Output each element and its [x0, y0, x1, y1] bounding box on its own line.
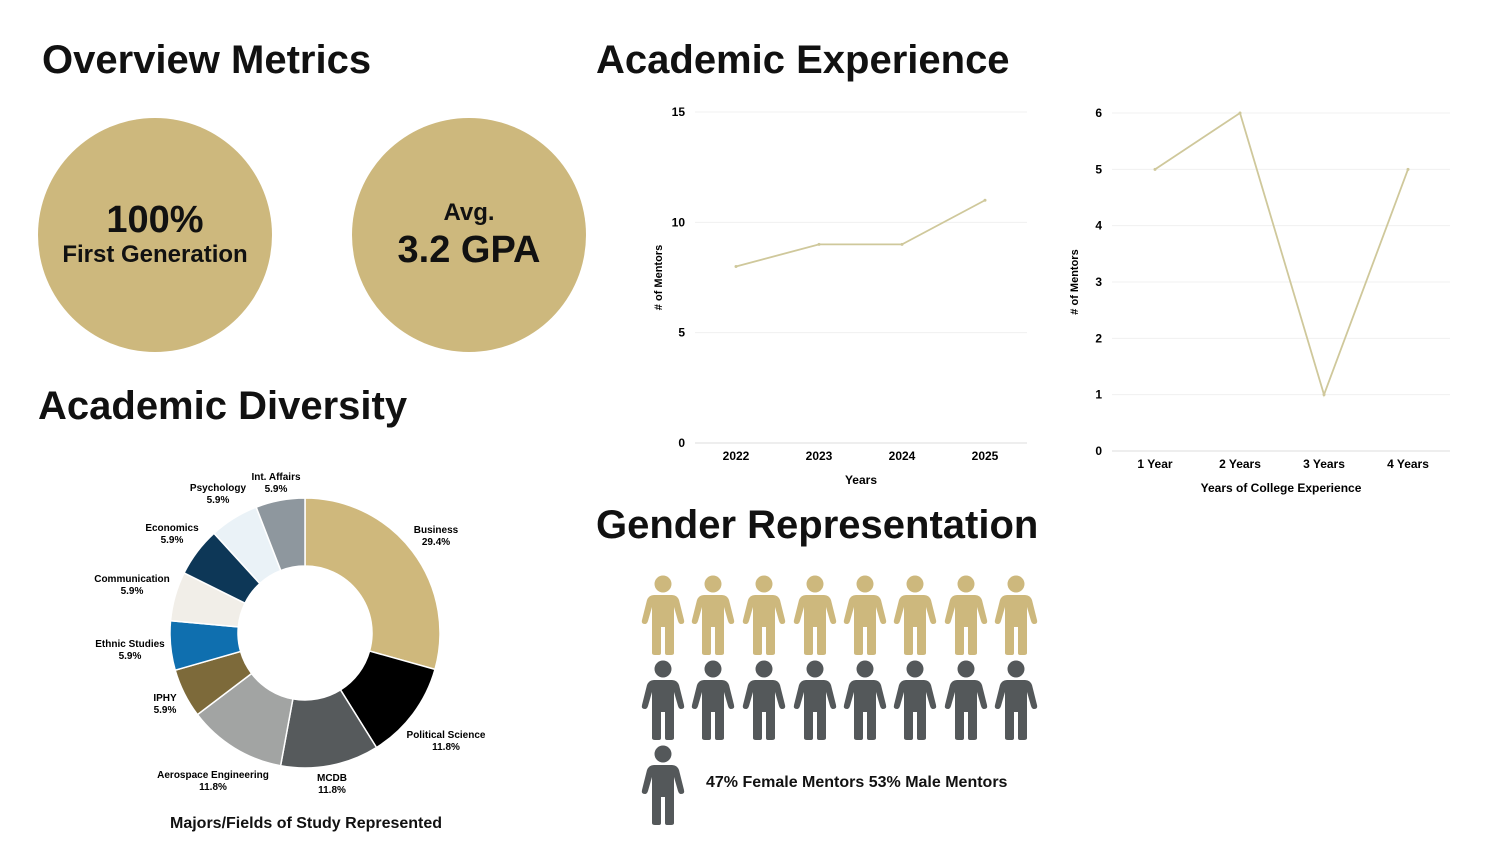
person-icon: [742, 660, 786, 740]
x-tick-label: 4 Years: [1387, 457, 1429, 471]
slice-label: Aerospace Engineering: [157, 770, 269, 781]
slice-label: Ethnic Studies: [95, 639, 165, 650]
x-tick-label: 2 Years: [1219, 457, 1261, 471]
gender-caption: 47% Female Mentors 53% Male Mentors: [706, 774, 1008, 791]
person-icon: [742, 575, 786, 655]
x-tick-label: 2022: [723, 449, 750, 463]
metric-value: 3.2 GPA: [397, 229, 541, 271]
gender-heading: Gender Representation: [596, 503, 1039, 547]
slice-value: 5.9%: [161, 535, 184, 546]
series-line: [735, 199, 986, 268]
data-point: [1153, 167, 1157, 171]
y-tick-label: 1: [1095, 388, 1102, 402]
slice-value: 11.8%: [432, 742, 460, 753]
y-tick-label: 0: [678, 436, 685, 450]
donut-slice: [304, 497, 441, 671]
y-tick-label: 10: [672, 215, 686, 229]
overview-heading: Overview Metrics: [42, 38, 372, 82]
person-icon: [994, 660, 1038, 740]
diversity-heading: Academic Diversity: [38, 384, 408, 428]
slice-label: IPHY: [153, 693, 177, 704]
data-point: [734, 264, 738, 268]
y-tick-label: 6: [1095, 106, 1102, 120]
series-line: [1154, 111, 1409, 398]
slice-label: Business: [414, 525, 459, 536]
slice-value: 29.4%: [422, 537, 450, 548]
y-tick-label: 5: [678, 326, 685, 340]
slice-label: Political Science: [407, 730, 486, 741]
gpa-metric: Avg. 3.2 GPA: [352, 118, 586, 352]
person-icon: [641, 575, 685, 655]
data-point: [817, 242, 821, 246]
y-tick-label: 0: [1095, 444, 1102, 458]
y-tick-label: 3: [1095, 275, 1102, 289]
slice-value: 5.9%: [207, 495, 230, 506]
x-axis-label: Years of College Experience: [1201, 481, 1362, 495]
slice-value: 11.8%: [318, 785, 346, 796]
donut-caption: Majors/Fields of Study Represented: [170, 815, 443, 832]
person-icon: [793, 575, 837, 655]
y-axis-label: # of Mentors: [1069, 249, 1081, 314]
person-icon: [641, 660, 685, 740]
person-icon: [843, 575, 887, 655]
data-point: [1406, 167, 1410, 171]
slice-value: 11.8%: [199, 782, 227, 793]
person-icon: [641, 745, 685, 825]
x-tick-label: 2025: [972, 449, 999, 463]
y-tick-label: 2: [1095, 331, 1102, 345]
person-icon: [691, 575, 735, 655]
x-tick-label: 2024: [889, 449, 916, 463]
x-tick-label: 2023: [806, 449, 833, 463]
person-icon: [843, 660, 887, 740]
donut-slice: [255, 497, 306, 572]
data-point: [900, 242, 904, 246]
slice-label: Communication: [94, 574, 170, 585]
metric-label: First Generation: [62, 241, 248, 268]
data-point: [983, 198, 987, 202]
x-axis-label: Years: [845, 473, 877, 487]
data-point: [1238, 111, 1242, 115]
y-tick-label: 4: [1095, 219, 1102, 233]
slice-value: 5.9%: [119, 651, 142, 662]
experience-heading: Academic Experience: [596, 38, 1010, 82]
y-tick-label: 5: [1095, 162, 1102, 176]
first-generation-metric: 100% First Generation: [38, 118, 272, 352]
y-tick-label: 15: [672, 105, 686, 119]
x-tick-label: 3 Years: [1303, 457, 1345, 471]
person-icon: [944, 575, 988, 655]
x-tick-label: 1 Year: [1137, 457, 1172, 471]
slice-value: 5.9%: [265, 484, 288, 495]
slice-label: Int. Affairs: [251, 472, 301, 483]
slice-label: Psychology: [190, 483, 247, 494]
person-icon: [793, 660, 837, 740]
slice-value: 5.9%: [154, 705, 177, 716]
person-icon: [994, 575, 1038, 655]
data-point: [1322, 393, 1326, 397]
metric-value: 100%: [106, 199, 204, 241]
slice-label: Economics: [145, 523, 199, 534]
y-axis-label: # of Mentors: [653, 245, 665, 310]
person-icon: [893, 575, 937, 655]
metric-label: Avg.: [443, 199, 495, 226]
slice-value: 5.9%: [121, 586, 144, 597]
person-icon: [944, 660, 988, 740]
slice-label: MCDB: [317, 773, 347, 784]
person-icon: [691, 660, 735, 740]
person-icon: [893, 660, 937, 740]
